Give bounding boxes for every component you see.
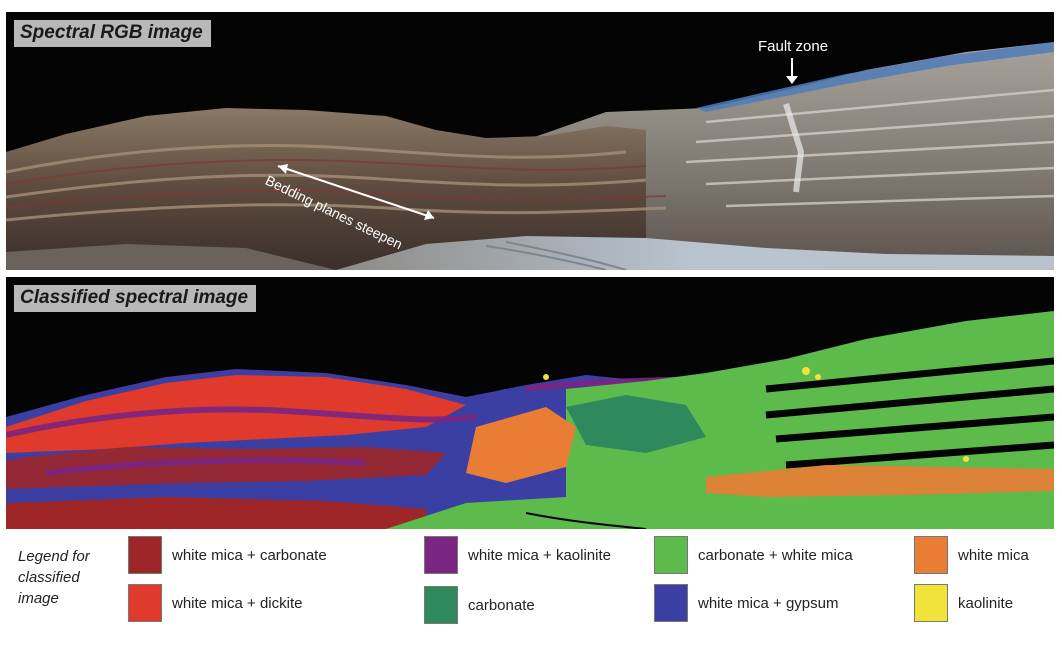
legend-swatch	[914, 584, 948, 622]
legend-swatch	[424, 536, 458, 574]
classified-spectral-image-panel: Classified spectral image	[6, 277, 1054, 529]
legend-label: white mica + dickite	[172, 594, 303, 612]
legend-swatch	[424, 586, 458, 624]
legend-swatch	[914, 536, 948, 574]
spectral-rgb-image-panel: Spectral RGB image Fault zone Bedding pl…	[6, 12, 1054, 270]
legend-label: carbonate	[468, 596, 535, 614]
legend-item: white mica + kaolinite	[424, 536, 611, 574]
legend: Legend for classified image white mica +…	[0, 534, 1062, 646]
legend-label: kaolinite	[958, 594, 1014, 612]
legend-item: white mica + dickite	[128, 584, 302, 622]
legend-label: white mica + kaolinite	[468, 546, 611, 564]
legend-item: white mica + gypsum	[654, 584, 838, 622]
legend-label: white mica + carbonate	[172, 546, 327, 564]
fault-zone-label: Fault zone	[758, 38, 829, 55]
classified-panel-title: Classified spectral image	[14, 285, 257, 312]
legend-label: carbonate + white mica	[698, 546, 853, 564]
legend-swatch	[654, 584, 688, 622]
legend-item: white mica + carbonate	[128, 536, 327, 574]
legend-swatch	[654, 536, 688, 574]
legend-swatch	[128, 536, 162, 574]
legend-label: white mica + gypsum	[698, 594, 839, 612]
rgb-panel-title: Spectral RGB image	[14, 20, 211, 47]
bedding-arrow	[277, 164, 435, 220]
classified-map-image	[6, 277, 1054, 529]
legend-item: carbonate	[424, 586, 535, 624]
legend-item: carbonate + white mica	[654, 536, 853, 574]
legend-label: white mica	[958, 546, 1029, 564]
legend-swatch	[128, 584, 162, 622]
legend-item: white mica	[914, 536, 1029, 574]
legend-title: Legend for classified image	[18, 548, 90, 607]
rgb-quarry-photo	[6, 12, 1054, 270]
legend-item: kaolinite	[914, 584, 1013, 622]
